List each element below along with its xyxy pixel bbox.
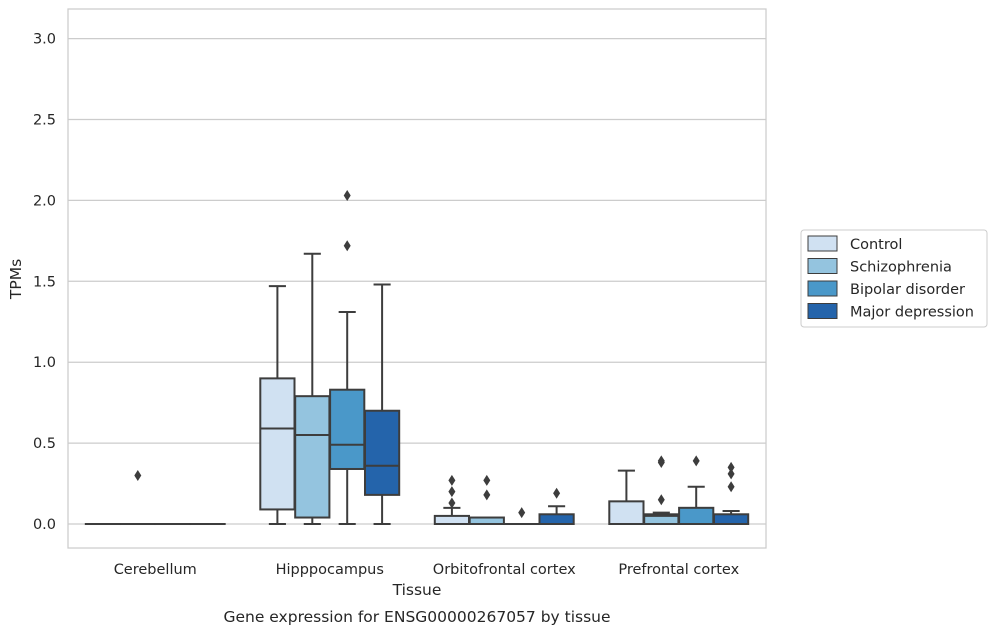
outlier-point — [692, 455, 700, 467]
y-tick-label: 3.0 — [33, 32, 56, 48]
legend-swatch — [807, 258, 838, 274]
box-body — [712, 513, 750, 525]
box-schizophrenia — [643, 455, 680, 525]
box-bipolar-disorder — [503, 507, 540, 526]
legend-swatch — [807, 303, 838, 319]
x-axis-label: Tissue — [392, 581, 442, 599]
y-tick-label: 2.0 — [33, 193, 56, 209]
outlier-point — [448, 497, 456, 509]
legend-frame — [800, 229, 988, 328]
box-body — [259, 377, 296, 511]
legend-label: Schizophrenia — [850, 260, 952, 276]
box-major-depression — [363, 283, 401, 525]
box-schizophrenia — [468, 474, 505, 526]
box-control — [433, 474, 471, 525]
box-body — [433, 514, 471, 525]
box-schizophrenia — [119, 469, 156, 526]
y-tick-label: 1.5 — [33, 274, 56, 290]
legend: Control Schizophrenia Bipolar disorder Majo… — [800, 229, 988, 328]
grid-lines — [68, 37, 766, 525]
legend-swatch — [807, 280, 838, 297]
outlier-point — [727, 461, 735, 473]
outlier-point — [343, 240, 351, 252]
box-body — [294, 395, 331, 519]
box-body — [608, 500, 645, 525]
legend-label: Control — [850, 237, 902, 253]
legend-label: Major depression — [850, 305, 974, 321]
outlier-point — [727, 481, 735, 493]
x-tick-label: Prefrontal cortex — [618, 562, 739, 578]
box-control — [259, 285, 296, 525]
chart-caption: Gene expression for ENSG00000267057 by t… — [223, 608, 610, 626]
outlier-point — [553, 487, 561, 499]
box-schizophrenia — [294, 252, 331, 525]
y-tick-label: 0.0 — [33, 517, 56, 533]
x-tick-label: Hipppocampus — [276, 562, 384, 578]
outlier-point — [343, 190, 351, 202]
boxes — [84, 190, 750, 526]
box-body — [538, 513, 575, 525]
box-body — [329, 388, 366, 470]
x-tick-label: Orbitofrontal cortex — [433, 562, 576, 578]
outlier-point — [448, 486, 456, 498]
x-axis-ticks: Cerebellum Hipppocampus Orbitofrontal cort… — [114, 562, 740, 578]
box-major-depression — [538, 487, 575, 525]
box-body — [678, 506, 715, 526]
y-tick-label: 2.5 — [33, 113, 56, 129]
box-control — [608, 469, 645, 525]
x-tick-label: Cerebellum — [114, 562, 197, 578]
outlier-point — [727, 468, 735, 480]
y-tick-label: 0.5 — [33, 436, 56, 452]
y-axis-ticks: 0.0 0.5 1.0 1.5 2.0 2.5 3.0 — [33, 32, 56, 533]
outlier-point — [448, 474, 456, 486]
legend-label: Bipolar disorder — [850, 282, 965, 298]
outlier-point — [483, 474, 491, 486]
box-major-depression — [712, 461, 750, 525]
outlier-point — [483, 489, 491, 501]
box-bipolar-disorder — [329, 190, 366, 525]
outlier-point — [657, 455, 665, 467]
y-axis-label: TPMs — [7, 259, 25, 300]
legend-swatch — [807, 235, 838, 252]
outlier-point — [518, 507, 526, 519]
y-tick-label: 1.0 — [33, 355, 56, 371]
box-body — [363, 409, 401, 496]
box-bipolar-disorder — [678, 455, 715, 526]
outlier-point — [657, 494, 665, 506]
plot-frame — [67, 8, 767, 549]
outlier-point — [134, 469, 142, 481]
